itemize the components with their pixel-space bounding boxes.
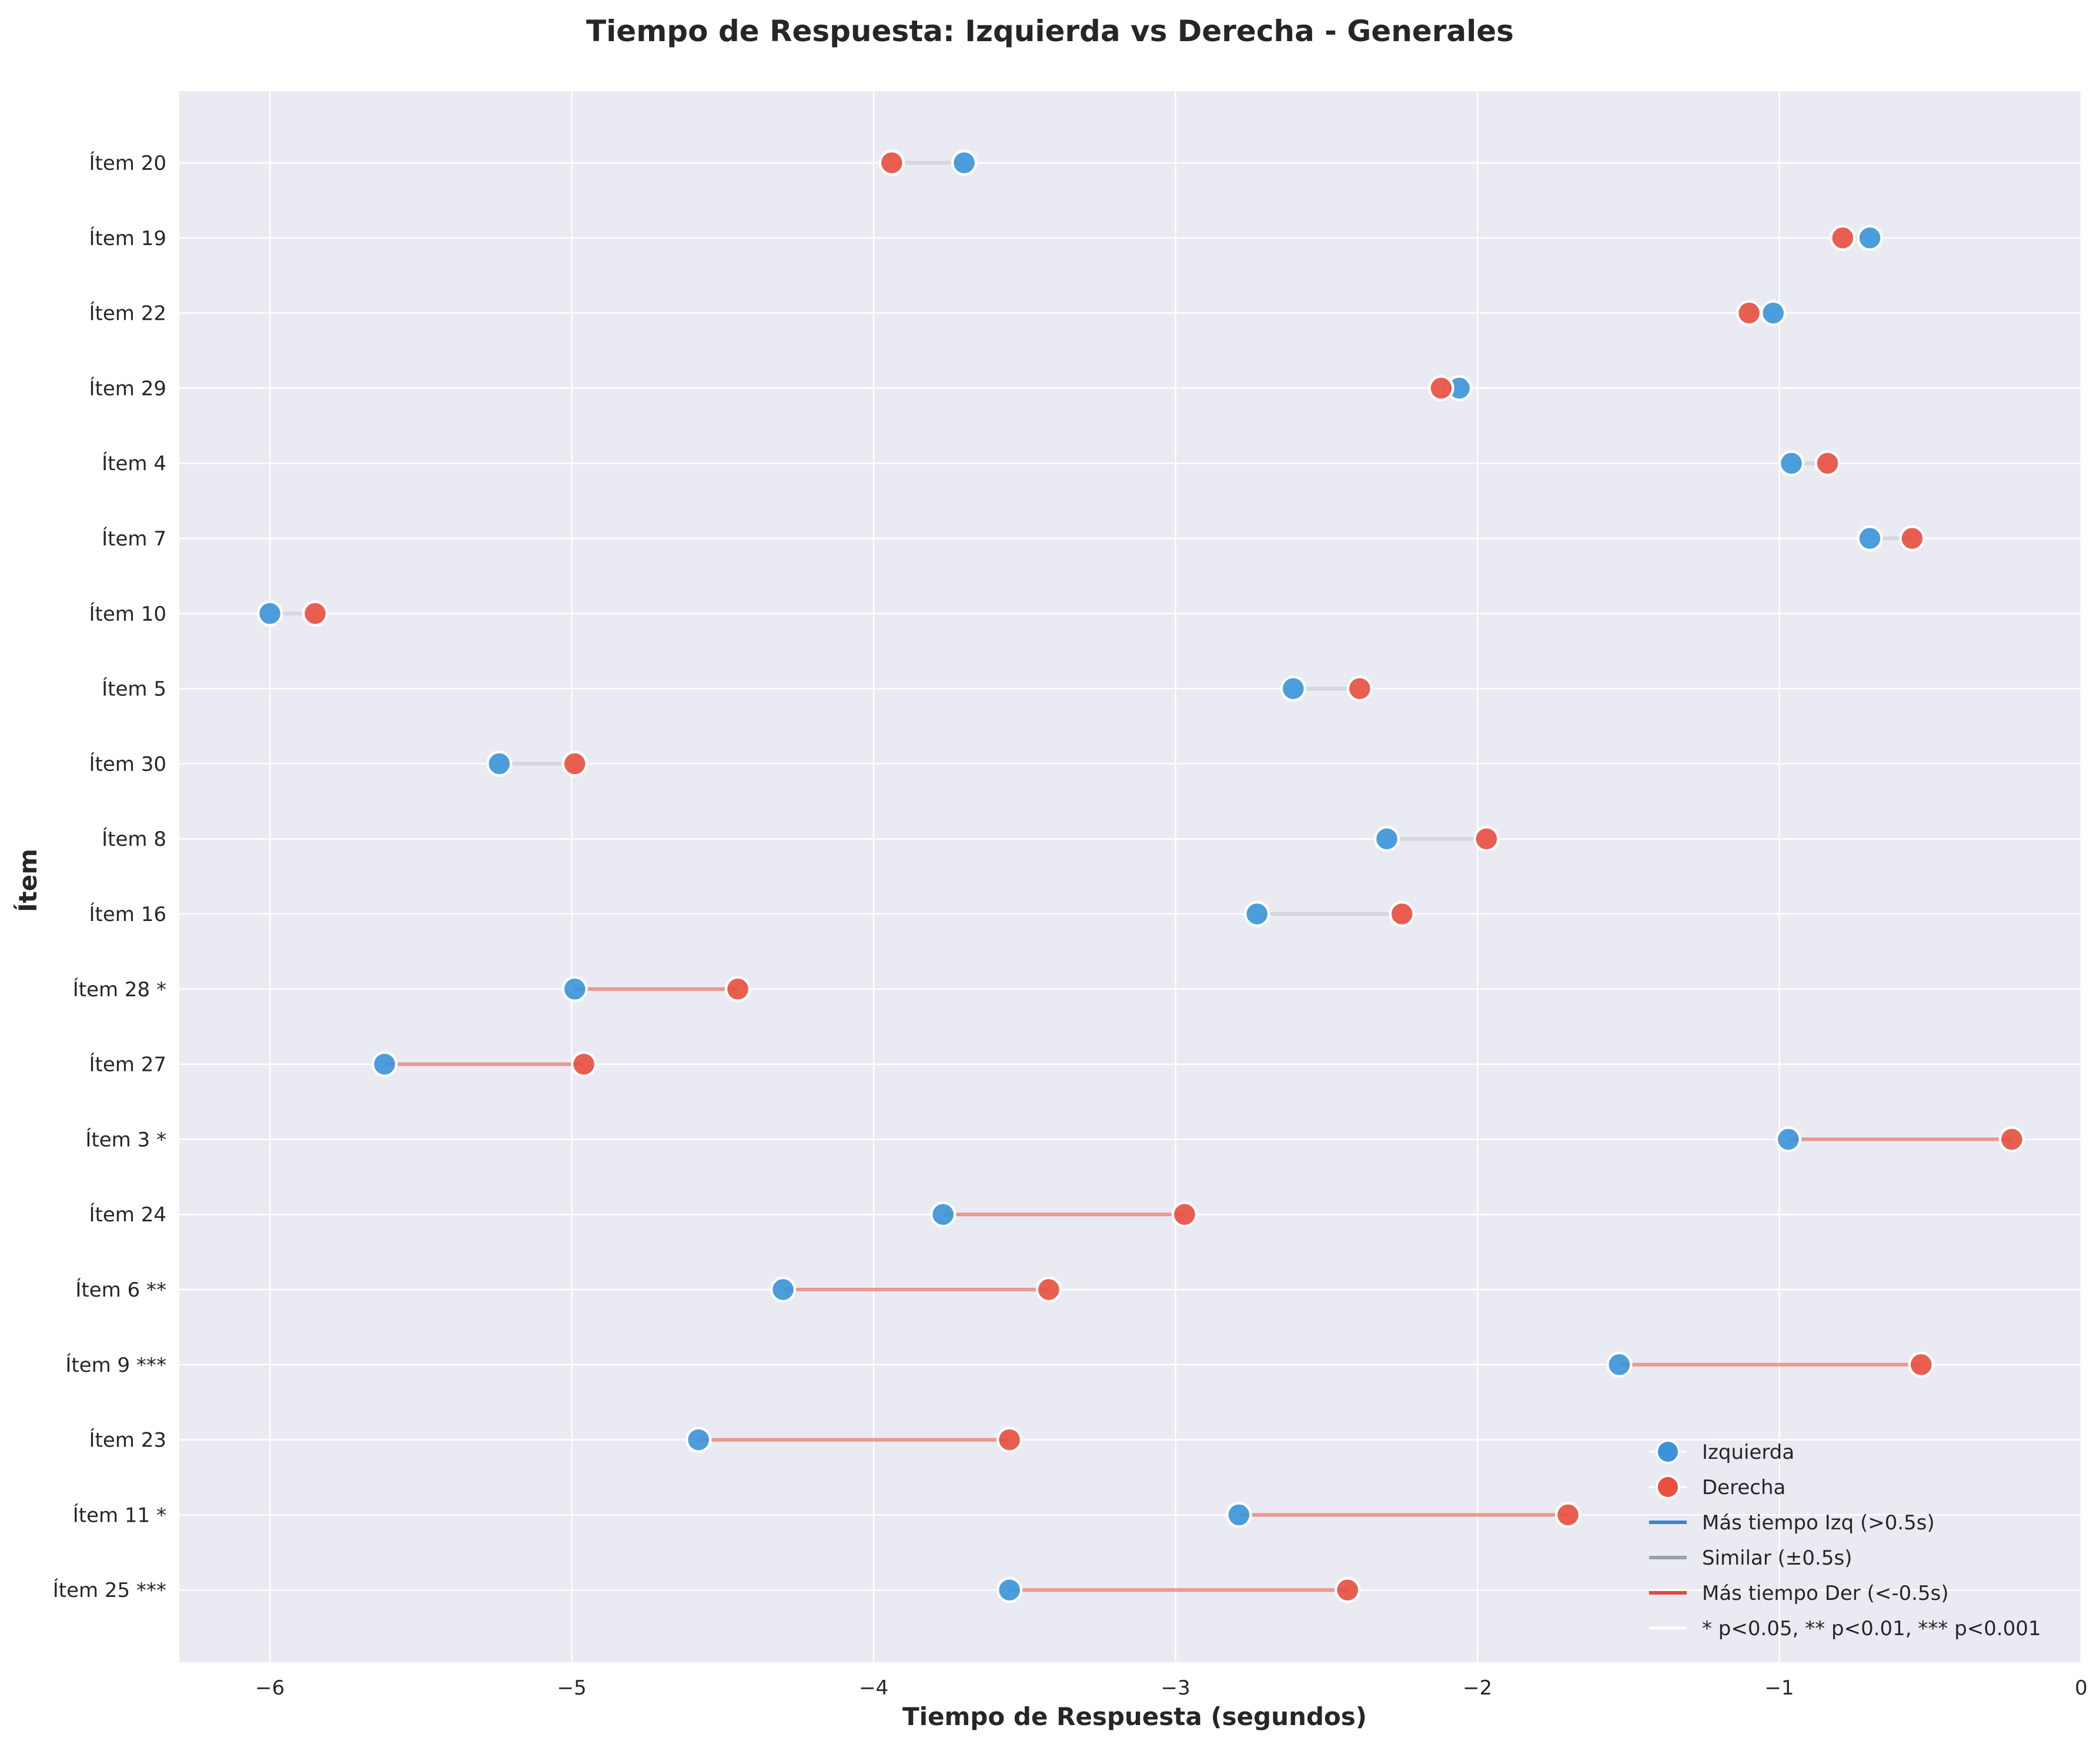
y-tick-label: Ítem 9 *** xyxy=(65,1353,166,1377)
y-tick-label: Ítem 23 xyxy=(89,1428,166,1452)
y-tick-label: Ítem 25 *** xyxy=(53,1578,166,1602)
izquierda-marker xyxy=(1373,825,1400,852)
y-tick-label: Ítem 7 xyxy=(102,527,166,551)
derecha-marker xyxy=(878,149,905,176)
derecha-marker xyxy=(561,751,588,777)
derecha-marker xyxy=(1554,1502,1581,1528)
legend: Izquierda Derecha Más tiempo Izq (>0.5s) Si… xyxy=(1649,1439,2041,1640)
izquierda-marker xyxy=(1857,225,1883,252)
legend-label: Derecha xyxy=(1702,1476,1785,1499)
y-tick-label: Ítem 29 xyxy=(89,376,166,400)
izquierda-marker xyxy=(929,1201,957,1228)
y-axis-label: Ítem xyxy=(13,849,42,912)
derecha-marker xyxy=(996,1426,1023,1453)
izquierda-marker xyxy=(486,751,513,777)
y-tick-label: Ítem 30 xyxy=(89,752,166,776)
izquierda-marker xyxy=(1775,1126,1802,1153)
izquierda-marker xyxy=(951,149,978,176)
data-markers xyxy=(256,149,2025,1603)
derecha-marker xyxy=(1389,900,1415,927)
y-tick-label: Ítem 24 xyxy=(89,1203,166,1227)
derecha-marker xyxy=(1428,375,1454,401)
y-tick-label: Ítem 8 xyxy=(102,827,166,851)
y-tick-label: Ítem 11 * xyxy=(73,1503,166,1527)
derecha-marker xyxy=(1735,300,1763,326)
izquierda-marker xyxy=(1606,1351,1633,1378)
derecha-marker xyxy=(1334,1576,1361,1603)
x-tick-label: −6 xyxy=(255,1676,285,1700)
chart-title: Tiempo de Respuesta: Izquierda vs Derech… xyxy=(586,14,1514,48)
x-tick-label: −5 xyxy=(557,1676,586,1700)
legend-label: Similar (±0.5s) xyxy=(1702,1546,1852,1570)
plot-area xyxy=(179,91,2081,1662)
derecha-marker xyxy=(1899,525,1925,552)
izquierda-marker xyxy=(256,600,283,627)
derecha-marker xyxy=(1814,450,1841,477)
x-tick-label: −1 xyxy=(1764,1676,1794,1700)
derecha-marker xyxy=(1035,1276,1062,1303)
x-tick-label: −2 xyxy=(1463,1676,1492,1700)
derecha-marker xyxy=(1473,825,1500,852)
legend-marker xyxy=(1656,1439,1680,1464)
legend-label: Más tiempo Izq (>0.5s) xyxy=(1702,1511,1935,1535)
y-tick-label: Ítem 5 xyxy=(102,677,166,701)
y-tick-label: Ítem 6 ** xyxy=(75,1278,166,1302)
derecha-marker xyxy=(302,600,329,627)
y-tick-label: Ítem 4 xyxy=(102,451,166,475)
x-tick-labels: −6 −5 −4 −3 −2 −1 0 xyxy=(255,1676,2088,1700)
izquierda-marker xyxy=(1280,675,1307,702)
y-tick-labels: Ítem 20 Ítem 19 Ítem 22 Ítem 29 Ítem 4 Ítem 7… xyxy=(53,151,166,1602)
derecha-marker xyxy=(1998,1126,2025,1153)
derecha-marker xyxy=(724,976,751,1003)
legend-label: Más tiempo Der (<-0.5s) xyxy=(1702,1582,1949,1605)
izquierda-marker xyxy=(561,976,588,1003)
legend-label: * p<0.05, ** p<0.01, *** p<0.001 xyxy=(1702,1617,2041,1640)
y-tick-label: Ítem 22 xyxy=(89,302,166,326)
y-tick-label: Ítem 3 * xyxy=(85,1127,166,1151)
y-tick-label: Ítem 10 xyxy=(89,602,166,626)
x-tick-label: 0 xyxy=(2075,1676,2088,1700)
izquierda-marker xyxy=(685,1426,712,1453)
izquierda-marker xyxy=(1243,900,1270,927)
izquierda-marker xyxy=(770,1276,797,1303)
y-tick-label: Ítem 20 xyxy=(89,151,166,175)
izquierda-marker xyxy=(1760,300,1787,326)
y-tick-label: Ítem 27 xyxy=(89,1053,166,1077)
izquierda-marker xyxy=(371,1051,398,1077)
x-tick-label: −4 xyxy=(859,1676,888,1700)
y-tick-label: Ítem 16 xyxy=(89,902,166,926)
izquierda-marker xyxy=(996,1576,1023,1603)
legend-marker xyxy=(1656,1475,1680,1499)
derecha-marker xyxy=(570,1051,597,1077)
y-tick-label: Ítem 28 * xyxy=(73,977,166,1002)
y-tick-label: Ítem 19 xyxy=(89,226,166,250)
derecha-marker xyxy=(1171,1201,1198,1228)
izquierda-marker xyxy=(1226,1502,1252,1528)
derecha-marker xyxy=(1830,225,1856,252)
legend-label: Izquierda xyxy=(1702,1441,1794,1464)
izquierda-marker xyxy=(1857,525,1883,552)
derecha-marker xyxy=(1346,675,1373,702)
x-tick-label: −3 xyxy=(1161,1676,1190,1700)
derecha-marker xyxy=(1908,1351,1935,1378)
x-axis-label: Tiempo de Respuesta (segundos) xyxy=(902,1702,1367,1731)
izquierda-marker xyxy=(1778,450,1805,477)
